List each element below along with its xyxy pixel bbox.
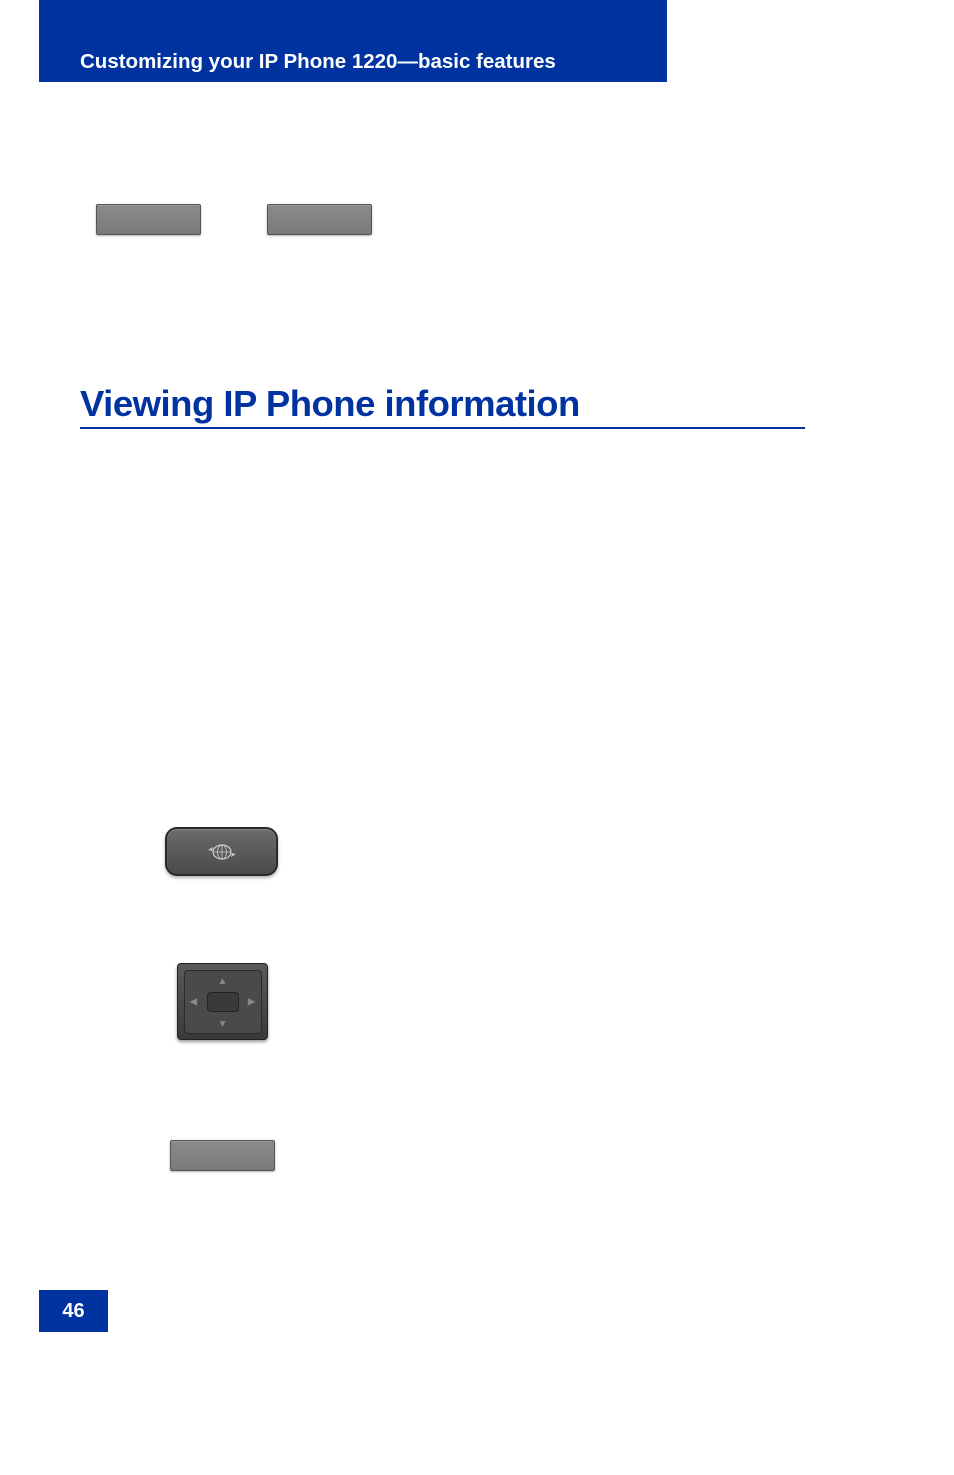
softkey-button-1 xyxy=(96,204,201,235)
header-title: Customizing your IP Phone 1220—basic fea… xyxy=(80,50,556,74)
nav-left-icon: ◀ xyxy=(190,996,198,1007)
nav-pad-center xyxy=(207,992,239,1012)
nav-down-icon: ▼ xyxy=(218,1019,228,1030)
softkey-button-select xyxy=(170,1140,275,1171)
page-number-bar: 46 xyxy=(39,1290,108,1332)
nav-right-icon: ▶ xyxy=(248,996,256,1007)
services-button xyxy=(165,827,278,876)
softkey-button-2 xyxy=(267,204,372,235)
section-title-rule xyxy=(80,427,805,429)
softkey-row xyxy=(96,204,372,235)
nav-up-icon: ▲ xyxy=(218,976,228,987)
section-title: Viewing IP Phone information xyxy=(80,383,580,425)
nav-pad-inner: ▲ ▼ ◀ ▶ xyxy=(184,970,262,1034)
page-number: 46 xyxy=(62,1300,84,1323)
globe-icon xyxy=(204,840,240,864)
navigation-pad: ▲ ▼ ◀ ▶ xyxy=(177,963,268,1040)
